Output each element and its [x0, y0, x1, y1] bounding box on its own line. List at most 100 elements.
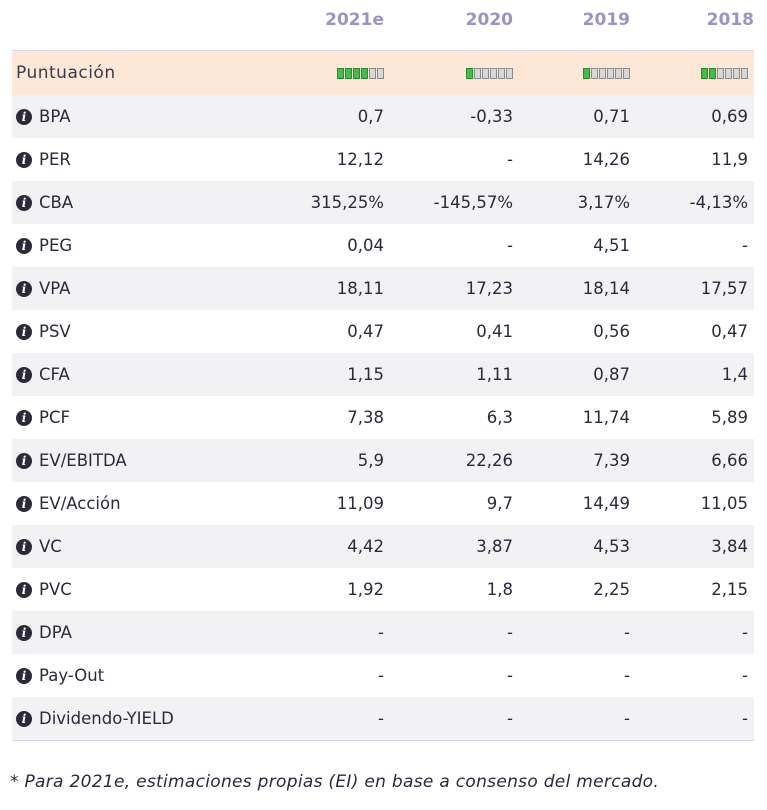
row-value-2021e: 18,11 [336, 279, 384, 298]
info-icon[interactable]: i [16, 452, 32, 469]
score-meter-2019 [513, 51, 630, 95]
row-label: i PCF [16, 396, 70, 439]
row-label-text: CBA [39, 193, 74, 212]
score-segment-empty [498, 67, 505, 79]
row-label-text: CFA [39, 365, 70, 384]
score-segment-filled [353, 67, 360, 79]
score-segment-empty [599, 67, 606, 79]
row-value-2018: 6,66 [711, 451, 748, 470]
score-segment-empty [377, 67, 384, 79]
score-segment-empty [506, 67, 513, 79]
row-label-text: VC [39, 537, 62, 556]
row-label: i CFA [16, 353, 70, 396]
row-value-2020: 22,26 [465, 451, 513, 470]
info-icon[interactable]: i [16, 151, 32, 168]
row-value-2020: - [507, 623, 513, 642]
table-bottom-border [12, 740, 754, 741]
row-label-text: PER [39, 150, 71, 169]
row-value-2018: - [742, 709, 748, 728]
row-label: i PER [16, 138, 71, 181]
row-value-2019: 11,74 [582, 408, 630, 427]
score-segment-filled [345, 67, 352, 79]
score-segment-filled [466, 67, 473, 79]
row-value-2020: 1,11 [476, 365, 513, 384]
row-value-2018: 2,15 [711, 580, 748, 599]
score-row: Puntuación [12, 51, 754, 95]
info-icon[interactable]: i [16, 108, 32, 125]
info-icon[interactable]: i [16, 237, 32, 254]
info-icon[interactable]: i [16, 323, 32, 340]
row-value-2021e: 0,47 [347, 322, 384, 341]
score-meter-2018 [631, 51, 748, 95]
row-label-text: BPA [39, 107, 71, 126]
info-icon[interactable]: i [16, 667, 32, 684]
score-segment-empty [607, 67, 614, 79]
row-label-text: PEG [39, 236, 73, 255]
row-label-text: EV/Acción [39, 494, 121, 513]
score-segment-filled [361, 67, 368, 79]
score-segment-empty [474, 67, 481, 79]
table-row: i CFA 1,15 1,11 0,87 1,4 [12, 353, 754, 396]
row-value-2019: - [624, 623, 630, 642]
row-label: i PSV [16, 310, 71, 353]
row-value-2019: 7,39 [593, 451, 630, 470]
table-row: i DPA - - - - [12, 611, 754, 654]
row-value-2020: - [507, 150, 513, 169]
score-segment-empty [623, 67, 630, 79]
column-header-2020: 2020 [465, 10, 513, 30]
table-row: i CBA 315,25% -145,57% 3,17% -4,13% [12, 181, 754, 224]
score-segment-empty [741, 67, 748, 79]
row-value-2019: - [624, 666, 630, 685]
row-value-2019: 18,14 [582, 279, 630, 298]
table-row: i Pay-Out - - - - [12, 654, 754, 697]
row-value-2020: 3,87 [476, 537, 513, 556]
row-value-2018: - [742, 666, 748, 685]
row-label: i PEG [16, 224, 72, 267]
info-icon[interactable]: i [16, 280, 32, 297]
score-segment-empty [490, 67, 497, 79]
row-label-text: EV/EBITDA [39, 451, 127, 470]
table-row: i VPA 18,11 17,23 18,14 17,57 [12, 267, 754, 310]
ratios-table: 2021e 2020 2019 2018 Puntuación i BPA 0,7 -… [12, 0, 754, 741]
info-icon[interactable]: i [16, 538, 32, 555]
row-value-2020: -145,57% [433, 193, 513, 212]
row-value-2021e: 0,04 [347, 236, 384, 255]
row-value-2019: 14,49 [582, 494, 630, 513]
info-icon[interactable]: i [16, 194, 32, 211]
table-row: i PVC 1,92 1,8 2,25 2,15 [12, 568, 754, 611]
row-label-text: PSV [39, 322, 71, 341]
row-value-2018: 11,9 [711, 150, 748, 169]
row-label: i EV/EBITDA [16, 439, 127, 482]
row-value-2018: 5,89 [711, 408, 748, 427]
row-label: i VPA [16, 267, 70, 310]
score-segment-filled [583, 67, 590, 79]
info-icon[interactable]: i [16, 581, 32, 598]
row-value-2020: -0,33 [470, 107, 513, 126]
row-value-2019: 0,87 [593, 365, 630, 384]
row-value-2020: 1,8 [486, 580, 513, 599]
score-meter-2021e [254, 51, 384, 95]
column-header-2019: 2019 [582, 10, 630, 30]
row-value-2020: 6,3 [486, 408, 513, 427]
row-label: i CBA [16, 181, 73, 224]
row-label: i VC [16, 525, 62, 568]
info-icon[interactable]: i [16, 409, 32, 426]
info-icon[interactable]: i [16, 366, 32, 383]
score-segment-empty [591, 67, 598, 79]
score-segment-empty [615, 67, 622, 79]
row-value-2018: 17,57 [700, 279, 748, 298]
row-value-2018: 0,69 [711, 107, 748, 126]
row-value-2019: 0,56 [593, 322, 630, 341]
row-value-2021e: 11,09 [336, 494, 384, 513]
info-icon[interactable]: i [16, 710, 32, 727]
row-value-2021e: - [378, 709, 384, 728]
score-segment-filled [337, 67, 344, 79]
table-row: i EV/EBITDA 5,9 22,26 7,39 6,66 [12, 439, 754, 482]
info-icon[interactable]: i [16, 495, 32, 512]
row-value-2020: 0,41 [476, 322, 513, 341]
info-icon[interactable]: i [16, 624, 32, 641]
column-header-2018: 2018 [706, 10, 754, 30]
table-row: i EV/Acción 11,09 9,7 14,49 11,05 [12, 482, 754, 525]
row-value-2019: 0,71 [593, 107, 630, 126]
row-value-2018: -4,13% [689, 193, 748, 212]
